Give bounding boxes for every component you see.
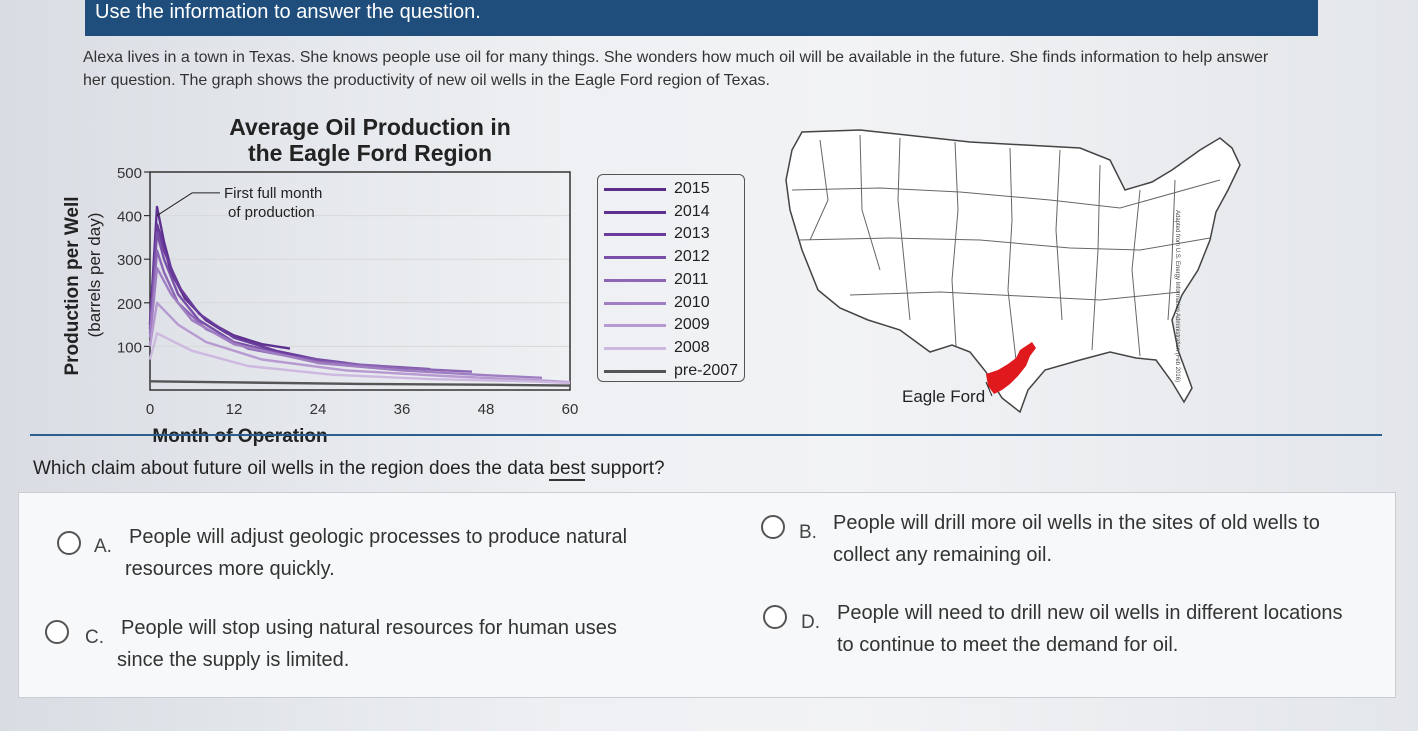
y-tick-label-400: 400 [117,209,142,226]
option-a-text: People will adjust geologic processes to… [125,521,689,585]
legend-item-2008: 2008 [604,338,744,358]
instruction-banner: Use the information to answer the questi… [85,0,1318,36]
chart-title: Average Oil Production in the Eagle Ford… [200,114,540,166]
legend-swatch [604,233,666,237]
legend-label: 2012 [674,248,710,266]
legend-swatch [604,278,666,282]
option-a-letter: A. [94,536,112,557]
section-divider [30,434,1382,436]
series-line-2009 [148,301,571,384]
chart-title-line1: Average Oil Production in [229,114,511,140]
option-a-line1: People will adjust geologic processes to… [129,526,628,548]
legend-item-2014: 2014 [604,202,744,222]
y-axis-unit: (barrels per day) [85,213,104,338]
annotation-pointer [156,192,193,217]
annotation-line1: First full month [224,185,322,202]
legend-item-pre-2007: pre-2007 [604,361,744,381]
option-d-line1: People will need to drill new oil wells … [837,602,1343,624]
option-d-text: People will need to drill new oil wells … [837,597,1397,661]
x-tick-label-12: 12 [226,401,243,418]
legend-label: 2010 [674,293,710,311]
option-b-line1: People will drill more oil wells in the … [833,512,1320,534]
question-prompt: Which claim about future oil wells in th… [33,458,665,481]
x-tick-label-60: 60 [562,401,579,418]
question-emphasis: best [549,458,586,481]
series-line-2014 [148,205,291,350]
option-c-radio[interactable] [45,620,69,644]
option-c-line2: since the supply is limited. [117,649,350,671]
legend-item-2013: 2013 [604,224,744,244]
legend-item-2012: 2012 [604,247,744,267]
option-b-text: People will drill more oil wells in the … [833,507,1393,571]
series-line-2012 [148,231,431,371]
option-a-line2: resources more quickly. [125,558,335,580]
state-borders [791,134,1221,361]
option-b[interactable]: B. People will drill more oil wells in t… [749,493,1389,593]
us-map-drawing: Eagle Ford [785,129,1241,414]
series-line-2010 [148,266,543,379]
option-a-radio[interactable] [57,531,81,555]
legend-item-2015: 2015 [604,179,744,199]
legend-label: 2008 [674,338,710,356]
option-d-line2: to continue to meet the demand for oil. [837,634,1179,656]
series-line-2013 [148,223,347,365]
eagle-ford-label: Eagle Ford [902,387,985,406]
option-d[interactable]: D. People will need to drill new oil wel… [749,593,1389,693]
map-source-note: Adapted from U.S. Energy Information Adm… [1174,210,1180,383]
x-axis-label: Month of Operation [152,426,327,447]
option-d-letter: D. [801,612,820,633]
instruction-text: Use the information to answer the questi… [95,1,481,23]
legend-item-2010: 2010 [604,293,744,313]
option-d-radio[interactable] [763,605,787,629]
option-c[interactable]: C. People will stop using natural resour… [19,598,699,698]
option-c-line1: People will stop using natural resources… [121,617,617,639]
x-tick-label-0: 0 [146,401,154,418]
chart-legend: 2015 2014 2013 2012 2011 2010 2009 2008 pre-2007 [597,174,745,382]
legend-label: 2011 [674,270,709,288]
y-tick-label-100: 100 [117,339,142,356]
legend-item-2011: 2011 [604,270,744,290]
option-c-text: People will stop using natural resources… [117,612,681,676]
series-line-2008 [148,332,571,385]
y-tick-label-500: 500 [117,165,142,182]
legend-label: 2015 [674,180,710,197]
intro-paragraph: Alexa lives in a town in Texas. She know… [83,49,1269,89]
annotation-line2: of production [228,204,315,221]
option-b-letter: B. [799,522,817,543]
legend-label: 2014 [674,202,710,220]
legend-swatch [604,256,666,260]
chart-plot: 100 200 300 400 500 0 12 24 36 48 60 First full mon… [62,165,579,447]
legend-swatch [604,369,666,373]
oil-production-chart: Average Oil Production in the Eagle Ford… [40,112,600,447]
answer-choices: A. People will adjust geologic processes… [18,492,1396,698]
eagle-ford-region [986,342,1036,394]
legend-item-2009: 2009 [604,315,744,335]
y-tick-label-300: 300 [117,252,142,269]
legend-swatch [604,188,666,191]
legend-swatch [604,324,666,328]
option-b-line2: collect any remaining oil. [833,544,1052,566]
x-tick-label-36: 36 [394,401,411,418]
legend-label: 2013 [674,225,710,243]
legend-swatch [604,210,666,214]
us-outline [785,129,1241,414]
x-tick-label-24: 24 [310,401,327,418]
option-b-radio[interactable] [761,515,785,539]
option-a[interactable]: A. People will adjust geologic processes… [19,493,699,593]
question-text-before: Which claim about future oil wells in th… [33,458,550,479]
eagle-ford-pointer [985,381,993,397]
chart-title-line2: the Eagle Ford Region [247,140,493,166]
y-axis-label: Production per Well [62,196,83,375]
legend-swatch [604,346,666,350]
legend-label: 2009 [674,316,710,334]
y-tick-label-200: 200 [117,296,142,313]
legend-label: pre-2007 [674,361,739,379]
option-c-letter: C. [85,627,104,648]
us-map: Eagle Ford [780,120,1260,420]
plot-frame [149,171,571,391]
question-text-after: support? [585,458,665,479]
legend-swatch [604,301,666,305]
series-line-pre-2007 [149,380,571,387]
x-tick-label-48: 48 [478,401,495,418]
